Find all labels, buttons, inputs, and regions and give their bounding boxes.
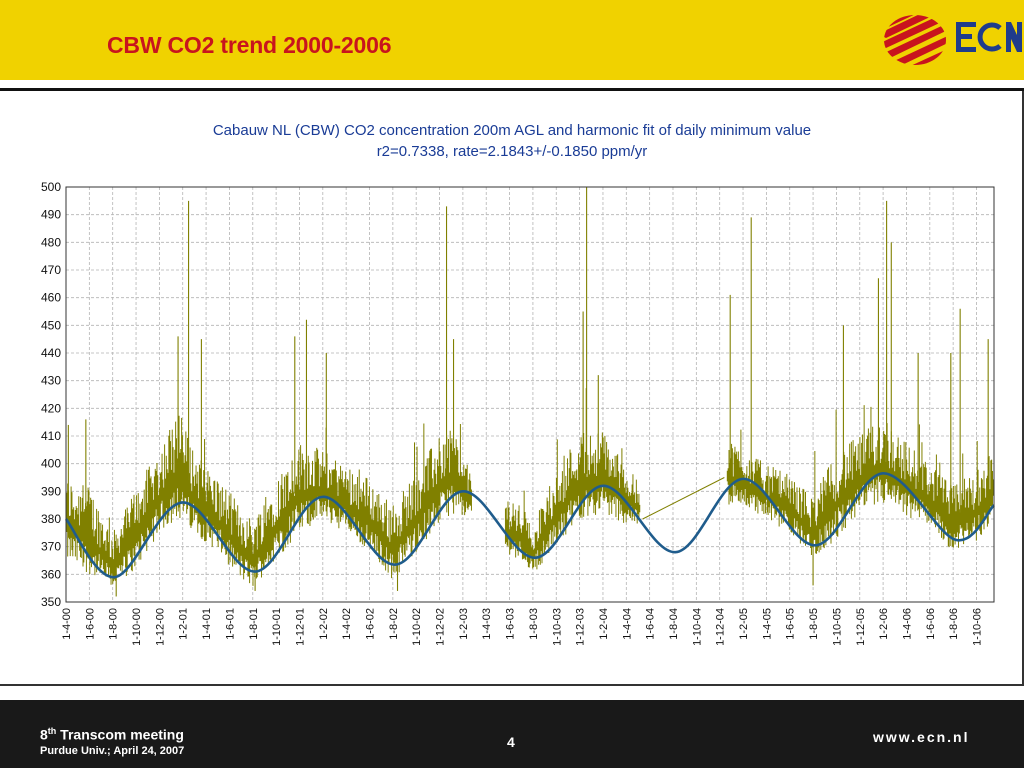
y-tick-label: 360 [41, 567, 61, 581]
y-tick-label: 410 [41, 429, 61, 443]
meeting-venue: Purdue Univ.; April 24, 2007 [40, 745, 185, 757]
x-tick-label: 1-2-03 [458, 608, 470, 640]
plot-border [65, 186, 995, 603]
slide-footer: 8th Transcom meeting Purdue Univ.; April… [0, 700, 1024, 768]
x-tick-label: 1-12-02 [435, 608, 447, 646]
y-tick-label: 400 [41, 457, 61, 471]
x-tick-label: 1-6-01 [224, 608, 236, 640]
chart-title: Cabauw NL (CBW) CO2 concentration 200m A… [213, 122, 811, 139]
y-tick-label: 450 [41, 318, 61, 332]
x-tick-labels: 1-4-00 1-6-00 1-8-00 1-10-00 1-12-00 1-2-01 1-… [61, 608, 983, 646]
x-tick-label: 1-10-04 [691, 608, 703, 646]
x-tick-label: 1-2-06 [878, 608, 890, 640]
slide-title: CBW CO2 trend 2000-2006 [107, 32, 392, 58]
x-tick-label: 1-8-02 [388, 608, 400, 640]
harmonic-fit-series [64, 472, 995, 579]
x-tick-label: 1-2-02 [318, 608, 330, 640]
x-tick-label: 1-10-03 [551, 608, 563, 646]
x-tick-label: 1-12-04 [715, 608, 727, 646]
y-tick-label: 500 [41, 180, 61, 194]
y-tick-label: 350 [41, 595, 61, 609]
header-rule [0, 88, 1024, 91]
chart-subtitle: r2=0.7338, rate=2.1843+/-0.1850 ppm/yr [377, 143, 648, 160]
x-tick-label: 1-12-00 [154, 608, 166, 646]
x-tick-label: 1-4-05 [761, 608, 773, 640]
x-tick-label: 1-2-01 [178, 608, 190, 640]
x-tick-label: 1-6-00 [84, 608, 96, 640]
slide-header: CBW CO2 trend 2000-2006 [0, 0, 1024, 80]
x-tick-label: 1-8-05 [808, 608, 820, 640]
x-tick-label: 1-10-06 [971, 608, 983, 646]
page-number: 4 [507, 734, 515, 750]
x-tick-label: 1-6-03 [505, 608, 517, 640]
y-tick-label: 430 [41, 374, 61, 388]
x-tick-label: 1-8-03 [528, 608, 540, 640]
y-tick-label: 420 [41, 401, 61, 415]
meeting-ordinal: th [47, 726, 57, 736]
plot-area [66, 187, 994, 602]
x-tick-label: 1-2-05 [738, 608, 750, 640]
logo-globe-icon [884, 15, 946, 65]
x-tick-label: 1-6-02 [364, 608, 376, 640]
website-url: www.ecn.nl [873, 729, 970, 745]
x-tick-label: 1-12-03 [575, 608, 587, 646]
y-tick-label: 480 [41, 235, 61, 249]
co2-chart: Cabauw NL (CBW) CO2 concentration 200m A… [41, 122, 995, 646]
x-tick-label: 1-12-01 [294, 608, 306, 646]
x-tick-label: 1-4-04 [621, 608, 633, 640]
x-tick-label: 1-2-04 [598, 608, 610, 640]
meeting-number: 8 [40, 726, 48, 743]
x-tick-label: 1-6-06 [925, 608, 937, 640]
x-tick-label: 1-6-05 [785, 608, 797, 640]
y-tick-label: 370 [41, 540, 61, 554]
x-tick-label: 1-10-01 [271, 608, 283, 646]
y-tick-label: 470 [41, 263, 61, 277]
y-tick-label: 380 [41, 512, 61, 526]
x-tick-label: 1-10-05 [831, 608, 843, 646]
x-tick-label: 1-4-03 [481, 608, 493, 640]
y-tick-label: 490 [41, 208, 61, 222]
x-tick-label: 1-10-02 [411, 608, 423, 646]
y-tick-label: 460 [41, 291, 61, 305]
harmonic-fit-line [64, 472, 995, 579]
x-tick-label: 1-8-06 [948, 608, 960, 640]
y-tick-labels: 350 360 370 380 390 400 410 420 430 440 450 460 470 4… [41, 180, 61, 609]
x-tick-label: 1-4-01 [201, 608, 213, 640]
meeting-name: 8th Transcom meeting [40, 726, 184, 743]
x-tick-label: 1-4-06 [901, 608, 913, 640]
gap-bridge-line [642, 477, 725, 520]
x-tick-label: 1-10-00 [131, 608, 143, 646]
x-tick-label: 1-8-01 [248, 608, 260, 640]
y-tick-label: 440 [41, 346, 61, 360]
y-tick-label: 390 [41, 484, 61, 498]
x-tick-label: 1-4-00 [61, 608, 73, 640]
x-tick-label: 1-8-00 [108, 608, 120, 640]
x-tick-label: 1-12-05 [855, 608, 867, 646]
x-tick-label: 1-4-02 [341, 608, 353, 640]
meeting-label: Transcom meeting [56, 726, 184, 743]
x-tick-label: 1-8-04 [668, 608, 680, 640]
ecn-logo [884, 15, 1022, 65]
x-tick-label: 1-6-04 [645, 608, 657, 640]
